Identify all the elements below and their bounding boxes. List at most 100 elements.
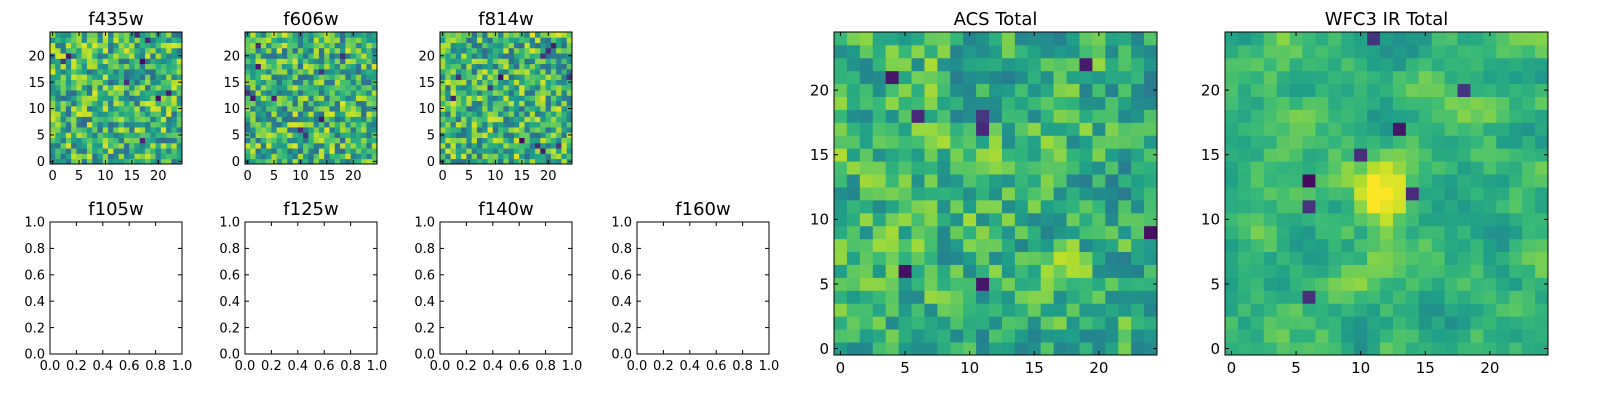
heatmap-cell	[872, 148, 887, 162]
heatmap-cell	[297, 137, 304, 144]
heatmap-cell	[355, 90, 362, 96]
heatmap-cell	[271, 95, 278, 102]
heatmap-cell	[281, 116, 288, 123]
heatmap-cell	[1354, 70, 1368, 85]
heatmap-cell	[482, 116, 488, 123]
heatmap-cell	[1276, 199, 1290, 214]
heatmap-cell	[260, 53, 267, 59]
heatmap-cell	[129, 142, 135, 149]
heatmap-cell	[1431, 238, 1446, 253]
heatmap-cell	[334, 84, 341, 91]
heatmap-cell	[318, 84, 325, 91]
heatmap-cell	[1276, 212, 1290, 227]
heatmap-cell	[55, 58, 61, 65]
heatmap-cell	[1522, 57, 1536, 72]
heatmap-cell	[1027, 83, 1042, 97]
heatmap-cell	[292, 100, 299, 107]
heatmap-cell	[160, 132, 167, 138]
heatmap-cell	[1250, 135, 1265, 149]
heatmap-cell	[271, 137, 278, 144]
heatmap-cell	[1131, 109, 1145, 123]
heatmap-cell	[556, 132, 562, 138]
heatmap-cell	[963, 187, 977, 201]
heatmap-cell	[834, 109, 848, 123]
heatmap-cell	[1405, 199, 1420, 214]
heatmap-cell	[498, 116, 504, 123]
heatmap-cell	[139, 68, 146, 75]
heatmap-cell	[1315, 83, 1329, 97]
y-tick-label: 0.6	[611, 268, 632, 283]
heatmap-cell	[976, 238, 990, 253]
heatmap-cell	[166, 137, 172, 144]
y-tick-label: 10	[223, 102, 240, 117]
heatmap-cell	[1250, 148, 1265, 162]
heatmap-cell	[545, 42, 552, 49]
heatmap-cell	[308, 116, 315, 123]
heatmap-cell	[1302, 44, 1316, 59]
heatmap-cell	[245, 100, 251, 107]
heatmap-cell	[350, 79, 357, 86]
heatmap-cell	[1354, 225, 1368, 240]
heatmap-cell	[1040, 329, 1055, 343]
heatmap-cell	[1289, 174, 1303, 188]
heatmap-cell	[885, 161, 899, 175]
heatmap-cell	[1431, 44, 1446, 59]
heatmap-cell	[1079, 329, 1093, 343]
heatmap-cell	[924, 225, 938, 240]
heatmap-cell	[1341, 251, 1355, 265]
heatmap-cell	[989, 316, 1003, 330]
y-tick-label: 0.0	[414, 348, 435, 363]
heatmap-cell	[155, 153, 162, 160]
heatmap-cell	[455, 58, 462, 65]
heatmap-cell	[461, 37, 467, 43]
heatmap-cell	[65, 90, 72, 96]
heatmap-cell	[1509, 174, 1523, 188]
heatmap-cell	[297, 68, 304, 75]
heatmap-cell	[345, 37, 351, 43]
heatmap-cell	[535, 58, 541, 65]
heatmap-cell	[476, 153, 483, 160]
heatmap-cell	[155, 116, 162, 123]
heatmap-cell	[535, 121, 541, 128]
heatmap-cell	[898, 96, 912, 110]
heatmap-cell	[118, 90, 125, 96]
heatmap-cell	[1027, 148, 1042, 162]
heatmap-cell	[963, 70, 977, 85]
heatmap-cell	[911, 174, 925, 188]
heatmap-cell	[1289, 83, 1303, 97]
heatmap-cell	[1470, 251, 1484, 265]
heatmap-cell	[1302, 109, 1316, 123]
heatmap-cell	[950, 316, 964, 330]
heatmap-cell	[129, 127, 135, 133]
heatmap-cell	[535, 105, 541, 112]
heatmap-cell	[445, 79, 451, 86]
heatmap-cell	[255, 132, 262, 138]
heatmap-cell	[872, 329, 887, 343]
heatmap-cell	[1053, 135, 1067, 149]
heatmap-cell	[976, 329, 990, 343]
heatmap-cell	[313, 111, 320, 117]
heatmap-cell	[97, 121, 104, 128]
heatmap-cell	[60, 153, 67, 160]
heatmap-cell	[150, 42, 156, 49]
heatmap-cell	[1496, 329, 1510, 343]
heatmap-cell	[1315, 161, 1329, 175]
heatmap-cell	[355, 63, 362, 70]
heatmap-cell	[1405, 96, 1420, 110]
heatmap-cell	[329, 68, 336, 75]
x-tick-label: 10	[960, 359, 979, 377]
heatmap-cell	[155, 58, 162, 65]
heatmap-cell	[885, 32, 899, 46]
heatmap-cell	[1328, 251, 1342, 265]
heatmap-cell	[859, 329, 874, 343]
heatmap-cell	[1053, 174, 1067, 188]
heatmap-cell	[1535, 174, 1549, 188]
heatmap-cell	[329, 53, 336, 59]
heatmap-cell	[276, 142, 283, 149]
heatmap-cell	[1263, 96, 1278, 110]
y-tick-label: 15	[810, 146, 829, 164]
heatmap-cell	[118, 58, 125, 65]
heatmap-cell	[313, 84, 320, 91]
heatmap-cell	[513, 142, 520, 149]
heatmap-cell	[1105, 57, 1119, 72]
